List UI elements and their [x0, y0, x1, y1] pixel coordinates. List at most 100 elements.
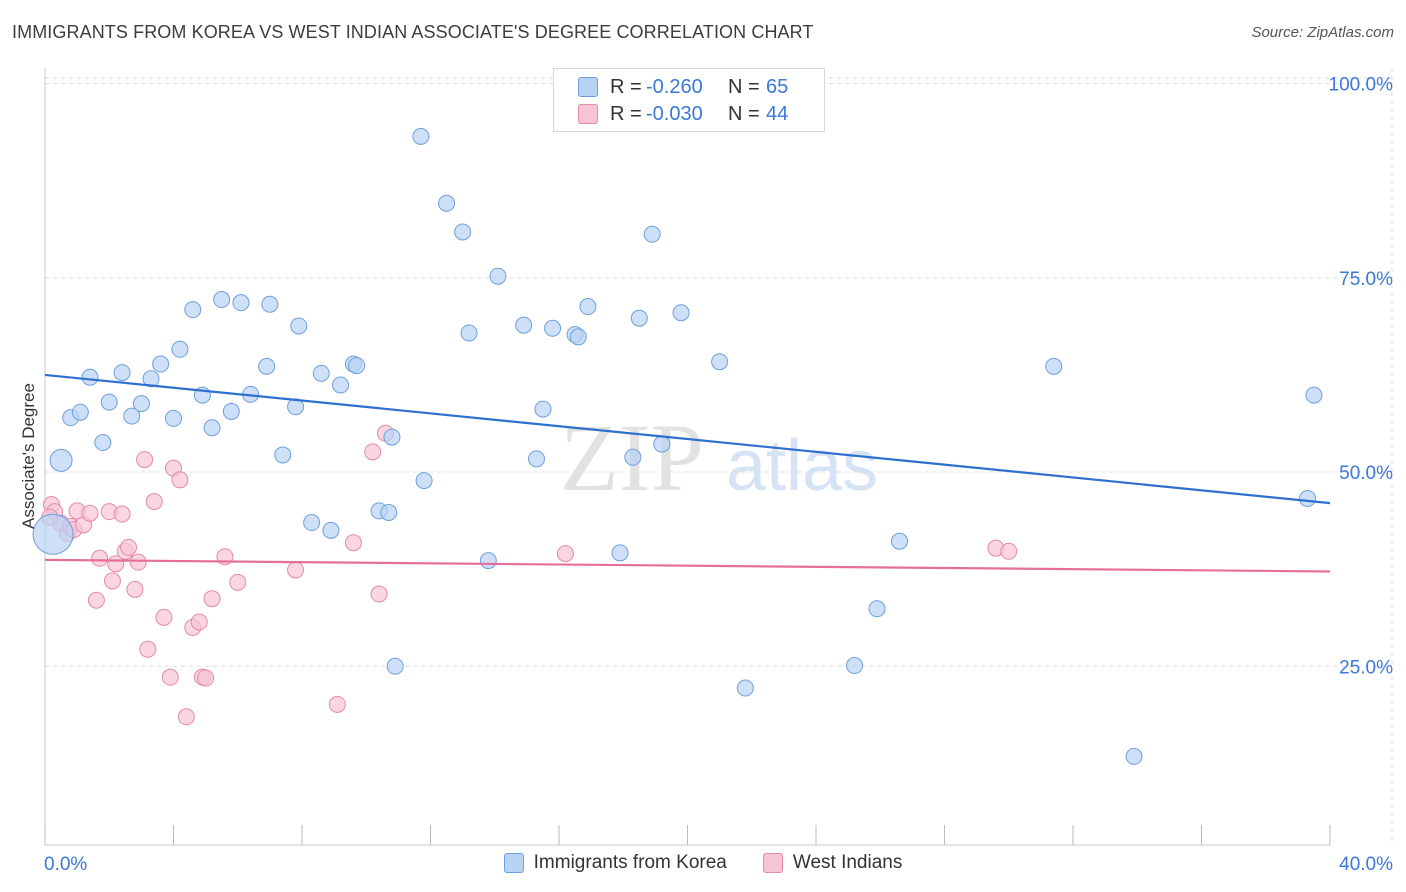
- x-tick-label-min: 0.0%: [44, 854, 87, 875]
- r-label: R =: [610, 75, 642, 98]
- korea-point: [528, 450, 546, 468]
- korea-point: [332, 376, 350, 394]
- west-indians-trend-line: [44, 558, 1331, 573]
- korea-point: [142, 370, 160, 388]
- korea-point: [383, 428, 401, 446]
- west-indians-point: [344, 534, 362, 552]
- west-indians-point: [145, 493, 163, 511]
- west-indians-point: [129, 553, 147, 571]
- korea-point: [515, 316, 533, 334]
- west-indians-point: [190, 613, 208, 631]
- x-tick-label-max: 40.0%: [1339, 854, 1393, 875]
- source-label: Source: ZipAtlas.com: [1251, 24, 1394, 41]
- stats-row-korea: R = -0.260 N = 65: [578, 74, 788, 100]
- korea-point: [222, 402, 240, 420]
- korea-point: [322, 521, 340, 539]
- korea-point: [348, 357, 366, 375]
- watermark-atlas: atlas: [726, 426, 878, 506]
- west-indians-swatch: [578, 104, 598, 124]
- korea-point: [81, 368, 99, 386]
- korea-point: [544, 319, 562, 337]
- korea-point: [611, 544, 629, 562]
- grid-lines: [45, 68, 1393, 845]
- tick-labels: 25.0% 50.0% 75.0% 100.0% 0.0% 40.0%: [44, 75, 1393, 875]
- korea-point: [653, 435, 671, 453]
- y-axis-label: Associate's Degree: [19, 383, 38, 529]
- legend-item-west-indians[interactable]: West Indians: [762, 852, 902, 874]
- korea-point: [454, 223, 472, 241]
- n-label: N =: [728, 102, 760, 125]
- stats-row-west-indians: R = -0.030 N = 44: [578, 101, 788, 127]
- stats-legend: R = -0.260 N = 65 R = -0.030 N = 44: [553, 68, 825, 132]
- west-indians-point: [171, 471, 189, 489]
- korea-trend-line: [44, 373, 1331, 505]
- data-points: [32, 127, 1323, 765]
- korea-point: [736, 679, 754, 697]
- n-value: 65: [766, 75, 789, 98]
- korea-point: [1299, 489, 1317, 507]
- west-indians-point: [155, 608, 173, 626]
- west-indians-point: [229, 573, 247, 591]
- korea-point: [287, 398, 305, 416]
- korea-point: [868, 600, 886, 618]
- y-tick-label: 50.0%: [1339, 463, 1393, 484]
- korea-point: [165, 409, 182, 427]
- korea-point: [412, 127, 430, 145]
- west-indians-point: [136, 451, 154, 469]
- korea-point: [274, 446, 292, 464]
- west-indians-point: [91, 549, 109, 567]
- west-indians-swatch: [762, 853, 783, 873]
- korea-point: [184, 301, 202, 319]
- korea-point: [891, 532, 909, 550]
- korea-point: [438, 194, 456, 212]
- n-value: 44: [766, 102, 789, 125]
- west-indians-point: [556, 545, 574, 563]
- korea-point: [534, 400, 552, 418]
- west-indians-point: [113, 505, 131, 523]
- korea-point: [49, 448, 73, 472]
- korea-point: [71, 403, 89, 421]
- korea-point: [1305, 386, 1323, 404]
- korea-point: [123, 407, 141, 425]
- korea-point: [579, 298, 597, 316]
- korea-point: [643, 225, 661, 243]
- west-indians-point: [126, 580, 144, 598]
- west-indians-point: [87, 591, 105, 609]
- korea-point: [630, 309, 648, 327]
- west-indians-point: [197, 669, 215, 687]
- korea-point: [32, 513, 74, 555]
- west-indians-point: [328, 695, 346, 713]
- korea-point: [152, 355, 170, 373]
- west-indians-point: [120, 538, 138, 556]
- korea-point: [380, 503, 398, 521]
- west-indians-point: [161, 668, 179, 686]
- west-indians-point: [203, 590, 221, 608]
- korea-point: [203, 419, 221, 437]
- korea-point: [132, 395, 150, 413]
- korea-point: [672, 304, 690, 322]
- korea-point: [624, 448, 642, 466]
- korea-point: [290, 317, 308, 335]
- korea-point: [386, 657, 404, 675]
- west-indians-point: [1000, 542, 1018, 560]
- korea-point: [846, 657, 864, 675]
- korea-point: [213, 291, 231, 309]
- trend-lines: [44, 373, 1331, 573]
- r-value: -0.030: [646, 102, 703, 125]
- korea-point: [1045, 357, 1063, 375]
- y-tick-label: 100.0%: [1329, 75, 1394, 96]
- korea-swatch: [503, 853, 524, 873]
- y-tick-label: 25.0%: [1339, 657, 1393, 678]
- korea-point: [303, 514, 321, 532]
- korea-point: [171, 340, 189, 358]
- west-indians-point: [103, 572, 121, 590]
- west-indians-point: [139, 640, 157, 658]
- korea-point: [94, 434, 112, 452]
- chart-title: IMMIGRANTS FROM KOREA VS WEST INDIAN ASS…: [12, 22, 814, 42]
- korea-point: [232, 294, 250, 312]
- korea-point: [312, 364, 330, 382]
- west-indians-point: [81, 504, 99, 522]
- axes: [44, 68, 1331, 846]
- legend-item-korea[interactable]: Immigrants from Korea: [503, 852, 727, 874]
